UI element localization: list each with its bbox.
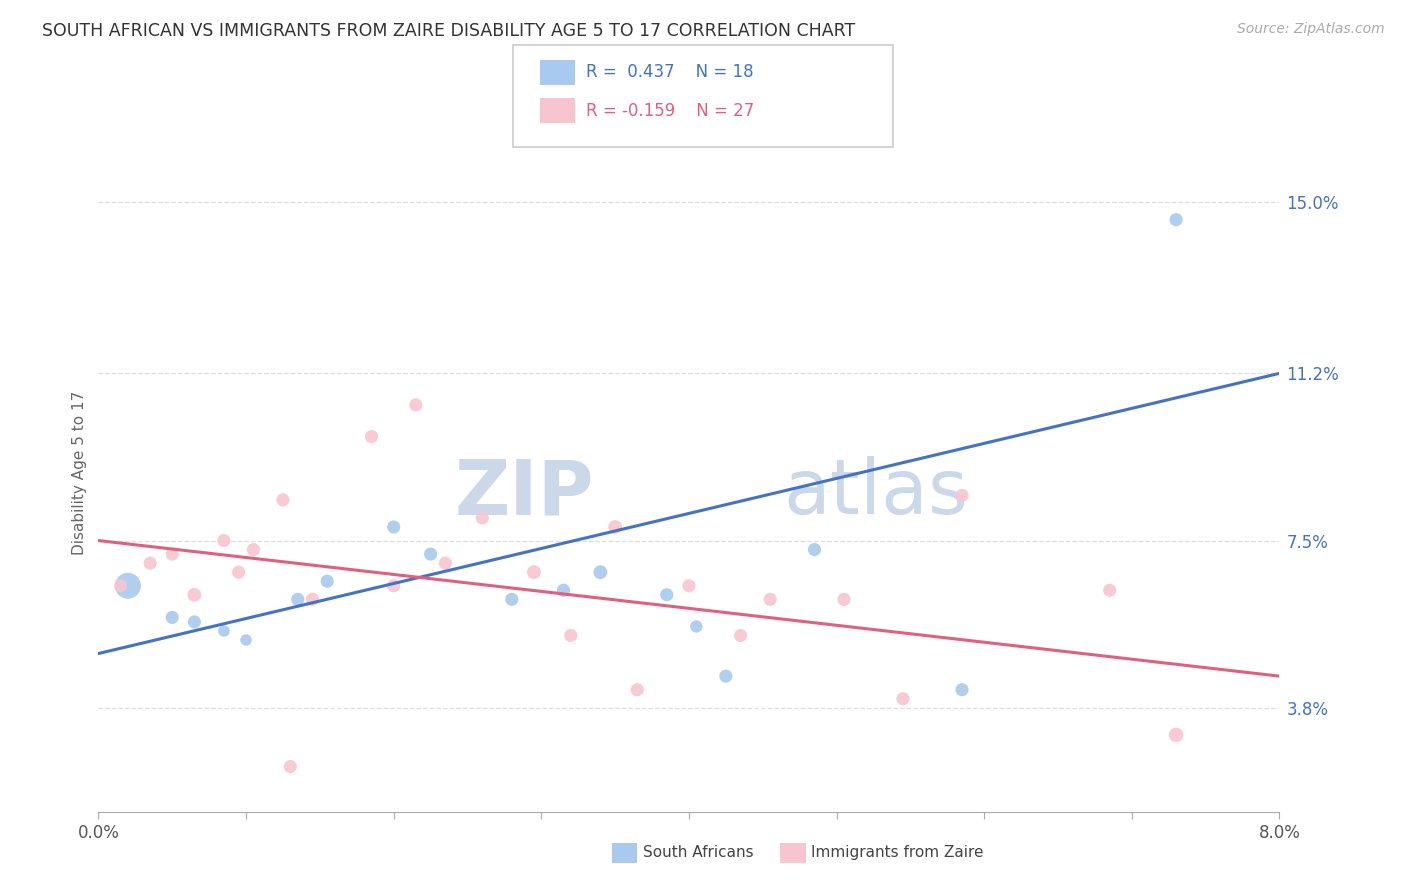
Point xyxy=(1164,728,1187,742)
Y-axis label: Disability Age 5 to 17: Disability Age 5 to 17 xyxy=(72,391,87,555)
Point xyxy=(605,520,627,534)
Point xyxy=(212,533,235,548)
Text: atlas: atlas xyxy=(783,456,969,530)
Point xyxy=(382,520,405,534)
Point xyxy=(301,592,323,607)
Point xyxy=(501,592,523,607)
Point xyxy=(405,398,427,412)
Point xyxy=(589,565,612,579)
Point xyxy=(950,682,973,697)
Point xyxy=(382,579,405,593)
Point xyxy=(360,429,382,443)
Point xyxy=(1164,212,1187,227)
Text: R = -0.159    N = 27: R = -0.159 N = 27 xyxy=(586,102,755,120)
Point xyxy=(242,542,264,557)
Point xyxy=(950,488,973,502)
Point xyxy=(626,682,648,697)
Text: ZIP: ZIP xyxy=(456,456,595,530)
Point xyxy=(278,759,302,773)
Text: Source: ZipAtlas.com: Source: ZipAtlas.com xyxy=(1237,22,1385,37)
Point xyxy=(1098,583,1121,598)
Point xyxy=(287,592,309,607)
Point xyxy=(419,547,441,561)
Point xyxy=(162,547,183,561)
Point xyxy=(730,628,752,642)
Text: R =  0.437    N = 18: R = 0.437 N = 18 xyxy=(586,63,754,81)
Point xyxy=(271,492,294,507)
Point xyxy=(228,565,250,579)
Point xyxy=(523,565,546,579)
Point xyxy=(891,691,914,706)
Point xyxy=(553,583,575,598)
Text: South Africans: South Africans xyxy=(643,846,754,860)
Point xyxy=(714,669,737,683)
Point xyxy=(183,588,205,602)
Point xyxy=(759,592,782,607)
Point xyxy=(235,632,257,647)
Point xyxy=(678,579,700,593)
Point xyxy=(139,556,162,570)
Point xyxy=(110,579,132,593)
Point xyxy=(183,615,205,629)
Point xyxy=(117,579,139,593)
Point xyxy=(162,610,183,624)
Text: SOUTH AFRICAN VS IMMIGRANTS FROM ZAIRE DISABILITY AGE 5 TO 17 CORRELATION CHART: SOUTH AFRICAN VS IMMIGRANTS FROM ZAIRE D… xyxy=(42,22,855,40)
Point xyxy=(685,619,707,633)
Text: Immigrants from Zaire: Immigrants from Zaire xyxy=(811,846,984,860)
Point xyxy=(212,624,235,638)
Point xyxy=(316,574,339,589)
Point xyxy=(471,511,494,525)
Point xyxy=(655,588,678,602)
Point xyxy=(803,542,825,557)
Point xyxy=(560,628,582,642)
Point xyxy=(434,556,457,570)
Point xyxy=(832,592,855,607)
